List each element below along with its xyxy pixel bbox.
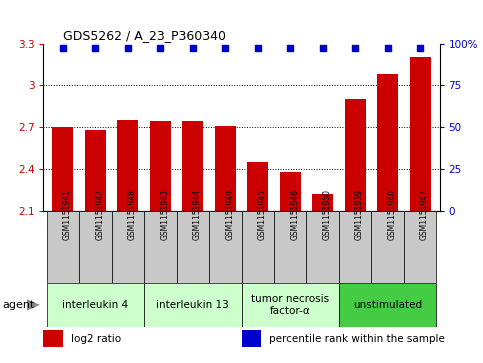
Bar — [117, 120, 139, 211]
Bar — [182, 122, 203, 211]
Text: GSM1151944: GSM1151944 — [193, 189, 202, 240]
Point — [254, 45, 262, 51]
Text: GSM1151947: GSM1151947 — [420, 189, 429, 240]
Text: GSM1151941: GSM1151941 — [63, 189, 72, 240]
Bar — [280, 172, 301, 211]
Point — [189, 45, 197, 51]
Bar — [344, 99, 366, 211]
Bar — [377, 74, 398, 211]
Bar — [52, 127, 73, 211]
Bar — [43, 330, 63, 347]
Bar — [312, 194, 333, 211]
Bar — [209, 211, 242, 283]
Bar — [47, 283, 144, 327]
Bar — [242, 283, 339, 327]
Bar — [410, 57, 431, 211]
Point — [156, 45, 164, 51]
Text: GSM1151942: GSM1151942 — [96, 189, 104, 240]
Bar — [79, 211, 112, 283]
Point — [319, 45, 327, 51]
Text: GSM1151948: GSM1151948 — [128, 189, 137, 240]
Point — [59, 45, 67, 51]
Text: log2 ratio: log2 ratio — [71, 334, 121, 344]
Text: GDS5262 / A_23_P360340: GDS5262 / A_23_P360340 — [63, 29, 226, 42]
Bar — [247, 162, 268, 211]
Bar — [144, 211, 177, 283]
Bar — [47, 211, 79, 283]
Text: unstimulated: unstimulated — [353, 300, 422, 310]
Text: GSM1151940: GSM1151940 — [387, 189, 397, 240]
Bar — [177, 211, 209, 283]
Text: interleukin 4: interleukin 4 — [62, 300, 128, 310]
Bar — [404, 211, 436, 283]
Bar — [215, 126, 236, 211]
Text: percentile rank within the sample: percentile rank within the sample — [269, 334, 445, 344]
Text: interleukin 13: interleukin 13 — [156, 300, 229, 310]
Bar — [274, 211, 306, 283]
Point — [416, 45, 424, 51]
Text: GSM1151943: GSM1151943 — [160, 189, 170, 240]
Text: GSM1151946: GSM1151946 — [290, 189, 299, 240]
Bar — [339, 283, 436, 327]
Bar — [371, 211, 404, 283]
Bar — [112, 211, 144, 283]
Bar — [150, 122, 171, 211]
Point — [286, 45, 294, 51]
Text: GSM1151950: GSM1151950 — [323, 189, 332, 240]
Polygon shape — [27, 299, 40, 311]
Text: GSM1151949: GSM1151949 — [225, 189, 234, 240]
Bar — [242, 330, 261, 347]
Point — [124, 45, 132, 51]
Text: agent: agent — [2, 300, 35, 310]
Bar — [85, 130, 106, 211]
Bar — [306, 211, 339, 283]
Bar — [242, 211, 274, 283]
Point — [351, 45, 359, 51]
Bar — [339, 211, 371, 283]
Point — [92, 45, 99, 51]
Text: GSM1151939: GSM1151939 — [355, 189, 364, 240]
Point — [221, 45, 229, 51]
Bar — [144, 283, 242, 327]
Point — [384, 45, 391, 51]
Text: GSM1151945: GSM1151945 — [258, 189, 267, 240]
Text: tumor necrosis
factor-α: tumor necrosis factor-α — [251, 294, 329, 316]
